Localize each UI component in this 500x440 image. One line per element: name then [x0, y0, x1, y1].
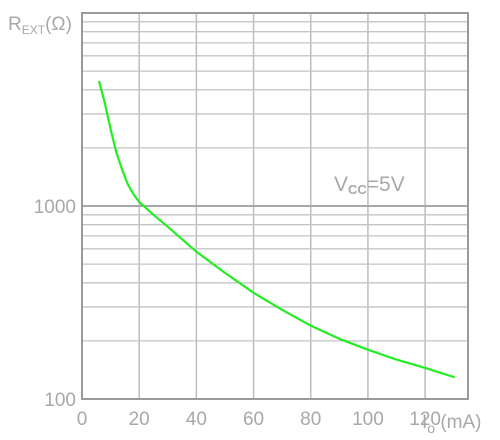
annotation-vcc: VCC=5V — [334, 173, 405, 197]
x-tick-label: 80 — [300, 409, 321, 430]
x-axis-label: Io (mA) — [422, 412, 482, 436]
x-axis-label-sub: o — [427, 420, 435, 436]
y-axis-label: REXT(Ω) — [8, 14, 72, 37]
x-tick-label: 40 — [186, 409, 207, 430]
y-axis-label-unit: (Ω) — [45, 14, 72, 35]
series-layer — [98, 80, 455, 379]
x-tick-label: 60 — [243, 409, 264, 430]
x-axis-label-main: I — [422, 412, 427, 433]
annotation-main: V — [334, 173, 348, 196]
y-tick-labels: 100 1000 — [34, 197, 76, 411]
x-tick-label: 120 — [409, 409, 441, 430]
x-tick-label: 100 — [352, 409, 384, 430]
y-tick-label: 100 — [44, 390, 76, 411]
y-tick-label: 1000 — [34, 197, 76, 218]
y-axis-label-sub: EXT — [22, 23, 46, 37]
x-tick-label: 20 — [129, 409, 150, 430]
annotation-sub: CC — [348, 182, 367, 197]
series-line — [98, 80, 455, 379]
annotation-rest: =5V — [367, 173, 405, 196]
x-axis-label-unit: (mA) — [435, 412, 481, 433]
plot-frame — [81, 12, 469, 400]
x-tick-labels: 0 20 40 60 80 100 120 — [77, 409, 441, 430]
y-axis-label-main: R — [8, 14, 22, 35]
x-tick-label: 0 — [77, 409, 88, 430]
grid — [82, 13, 468, 399]
